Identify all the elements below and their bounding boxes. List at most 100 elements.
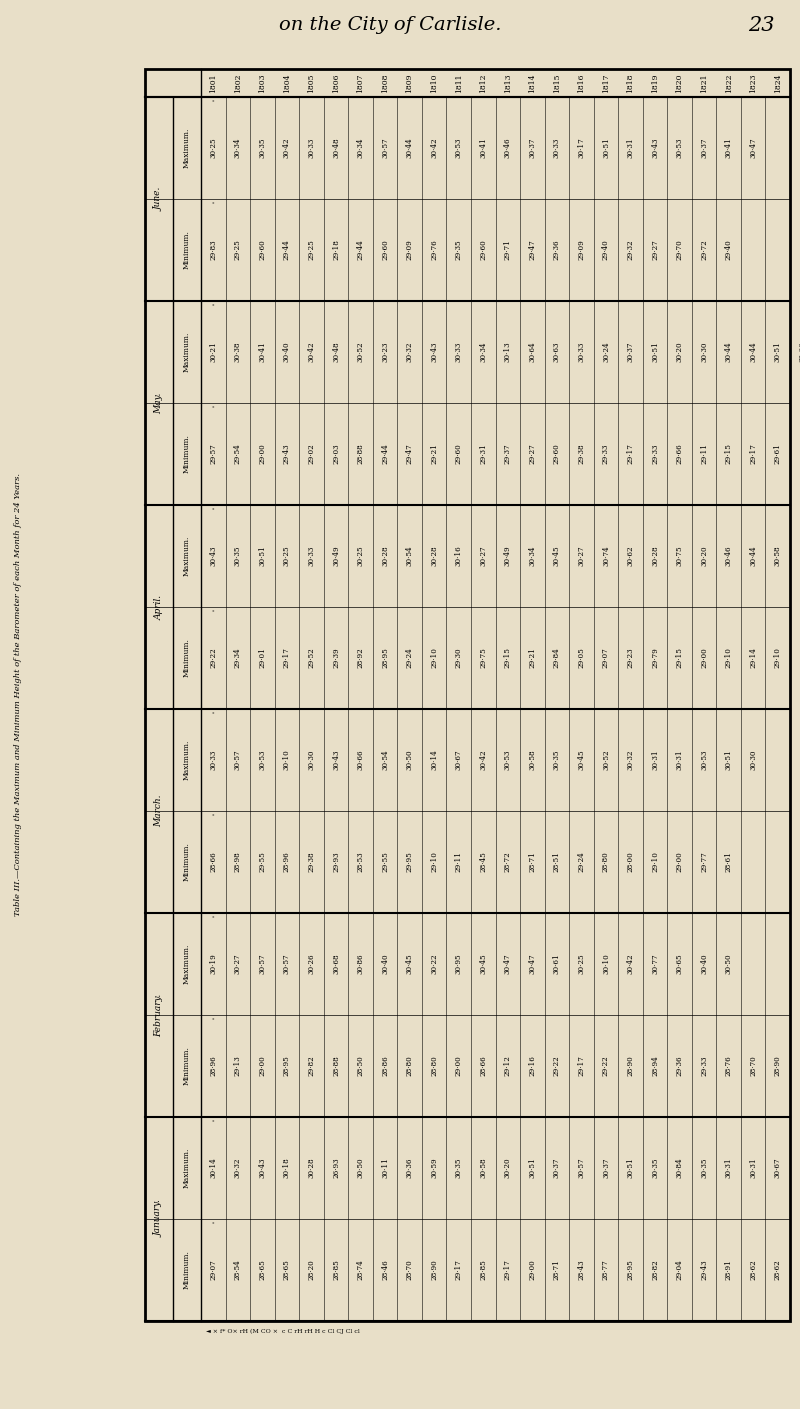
Text: 29·79: 29·79 bbox=[651, 648, 659, 668]
Text: 30·44: 30·44 bbox=[406, 138, 414, 158]
Text: 30·41: 30·41 bbox=[258, 341, 266, 362]
Text: 30·77: 30·77 bbox=[651, 954, 659, 974]
Text: 30·23: 30·23 bbox=[381, 342, 389, 362]
Text: 30·67: 30·67 bbox=[454, 750, 462, 771]
Text: °: ° bbox=[212, 1120, 214, 1124]
Text: 28·96: 28·96 bbox=[283, 851, 291, 872]
Text: 30·40: 30·40 bbox=[381, 954, 389, 974]
Text: Minimum.: Minimum. bbox=[183, 638, 191, 678]
Text: 28·71: 28·71 bbox=[528, 851, 536, 872]
Text: 29·38: 29·38 bbox=[578, 444, 586, 465]
Text: 30·59: 30·59 bbox=[430, 1158, 438, 1178]
Text: 30·57: 30·57 bbox=[381, 138, 389, 158]
Text: 30·27: 30·27 bbox=[479, 545, 487, 566]
Text: 26·93: 26·93 bbox=[332, 1158, 340, 1178]
Text: 30·52: 30·52 bbox=[602, 750, 610, 771]
Text: 30·33: 30·33 bbox=[307, 138, 315, 158]
Text: 30·20: 30·20 bbox=[504, 1158, 512, 1178]
Text: 29·00: 29·00 bbox=[700, 648, 708, 668]
Text: 29·15: 29·15 bbox=[675, 648, 683, 668]
Text: on the City of Carlisle.: on the City of Carlisle. bbox=[278, 15, 502, 34]
Text: °: ° bbox=[212, 1222, 214, 1227]
Text: 30·43: 30·43 bbox=[210, 545, 218, 566]
Text: 29·11: 29·11 bbox=[700, 444, 708, 465]
Text: 28·74: 28·74 bbox=[357, 1260, 365, 1281]
Text: 30·13: 30·13 bbox=[504, 342, 512, 362]
Text: 28·70: 28·70 bbox=[406, 1260, 414, 1281]
Text: 29·31: 29·31 bbox=[479, 444, 487, 465]
Text: 29·44: 29·44 bbox=[381, 444, 389, 465]
Text: 30·53: 30·53 bbox=[700, 750, 708, 771]
Text: 30·35: 30·35 bbox=[700, 1158, 708, 1178]
Text: 30·25: 30·25 bbox=[283, 545, 291, 566]
Text: 28·72: 28·72 bbox=[504, 851, 512, 872]
Text: 28·43: 28·43 bbox=[578, 1260, 586, 1281]
Text: 29·16: 29·16 bbox=[528, 1055, 536, 1076]
Text: 28·80: 28·80 bbox=[602, 851, 610, 872]
Text: 30·51: 30·51 bbox=[774, 341, 782, 362]
Text: June.: June. bbox=[154, 187, 163, 211]
Text: 28·96: 28·96 bbox=[210, 1055, 218, 1076]
Text: 1801: 1801 bbox=[210, 73, 218, 93]
Text: 30·46: 30·46 bbox=[725, 545, 733, 566]
Text: 29·04: 29·04 bbox=[675, 1260, 683, 1281]
Text: 30·53: 30·53 bbox=[454, 138, 462, 158]
Text: 29·14: 29·14 bbox=[749, 648, 757, 668]
Text: 30·31: 30·31 bbox=[651, 750, 659, 771]
Text: 1810: 1810 bbox=[430, 73, 438, 93]
Text: 30·35: 30·35 bbox=[651, 1158, 659, 1178]
Text: 29·60: 29·60 bbox=[479, 240, 487, 261]
Text: 29·24: 29·24 bbox=[578, 851, 586, 872]
Text: 30·43: 30·43 bbox=[258, 1158, 266, 1178]
Text: 1820: 1820 bbox=[675, 73, 683, 93]
Text: 1819: 1819 bbox=[651, 73, 659, 93]
Text: 30·67: 30·67 bbox=[774, 1158, 782, 1178]
Text: 30·28: 30·28 bbox=[651, 545, 659, 566]
Text: 30·42: 30·42 bbox=[479, 750, 487, 771]
Text: 29·40: 29·40 bbox=[725, 240, 733, 261]
Text: 30·31: 30·31 bbox=[725, 1158, 733, 1178]
Text: 30·95: 30·95 bbox=[454, 954, 462, 974]
Text: 29·11: 29·11 bbox=[454, 851, 462, 872]
Text: 29·33: 29·33 bbox=[602, 444, 610, 464]
Text: 29·60: 29·60 bbox=[553, 444, 561, 465]
Text: 28·82: 28·82 bbox=[651, 1260, 659, 1281]
Text: 30·75: 30·75 bbox=[675, 545, 683, 566]
Text: 30·43: 30·43 bbox=[332, 750, 340, 771]
Text: 29·60: 29·60 bbox=[381, 240, 389, 261]
Text: 28·77: 28·77 bbox=[602, 1260, 610, 1281]
Text: 28·51: 28·51 bbox=[553, 851, 561, 872]
Text: 30·21: 30·21 bbox=[210, 341, 218, 362]
Text: 30·58: 30·58 bbox=[528, 750, 536, 771]
Text: ◄ × f* O× rH (M CO ×  c C rH rH H c Cl CJ Cl cl: ◄ × f* O× rH (M CO × c C rH rH H c Cl CJ… bbox=[206, 1329, 360, 1334]
Text: 30·43: 30·43 bbox=[651, 138, 659, 158]
Text: 29·22: 29·22 bbox=[602, 1055, 610, 1076]
Text: 29·44: 29·44 bbox=[357, 240, 365, 261]
Text: 29·18: 29·18 bbox=[332, 240, 340, 261]
Text: 29·00: 29·00 bbox=[258, 1055, 266, 1076]
Text: °: ° bbox=[212, 1017, 214, 1023]
Text: 29·54: 29·54 bbox=[234, 444, 242, 465]
Text: 29·60: 29·60 bbox=[258, 240, 266, 261]
Text: 30·51: 30·51 bbox=[602, 138, 610, 158]
Text: 30·37: 30·37 bbox=[528, 138, 536, 158]
Text: 28·95: 28·95 bbox=[381, 648, 389, 668]
Text: 30·37: 30·37 bbox=[700, 138, 708, 158]
Text: 30·14: 30·14 bbox=[210, 1158, 218, 1178]
Text: 30·11: 30·11 bbox=[381, 1158, 389, 1178]
Text: 30·54: 30·54 bbox=[381, 750, 389, 771]
Text: 30·54: 30·54 bbox=[406, 545, 414, 566]
Text: 28·91: 28·91 bbox=[725, 1260, 733, 1281]
Text: 1804: 1804 bbox=[283, 73, 291, 93]
Text: 28·54: 28·54 bbox=[234, 1260, 242, 1281]
Text: 30·33: 30·33 bbox=[578, 342, 586, 362]
Text: 1823: 1823 bbox=[749, 73, 757, 93]
Text: 23: 23 bbox=[749, 15, 775, 35]
Text: 30·31: 30·31 bbox=[749, 1158, 757, 1178]
Text: 30·51: 30·51 bbox=[725, 750, 733, 771]
Text: 29·00: 29·00 bbox=[258, 444, 266, 465]
Text: 29·84: 29·84 bbox=[553, 648, 561, 668]
Text: 30·10: 30·10 bbox=[283, 750, 291, 771]
Text: 28·71: 28·71 bbox=[553, 1260, 561, 1281]
Text: 28·00: 28·00 bbox=[626, 851, 634, 872]
